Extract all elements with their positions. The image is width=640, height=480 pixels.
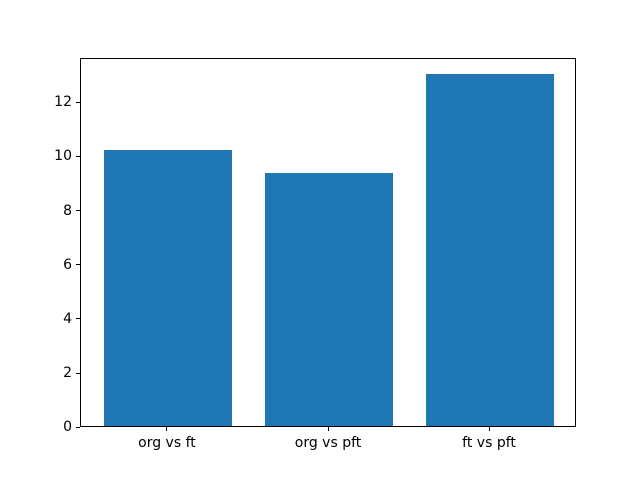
y-tick-label: 6 <box>63 256 72 273</box>
x-tick-label: org vs ft <box>138 435 196 452</box>
x-tick-mark <box>327 427 329 432</box>
x-tick-mark <box>166 427 168 432</box>
y-tick-mark <box>76 318 80 320</box>
y-tick-mark <box>76 101 80 103</box>
y-tick-label: 2 <box>63 365 72 382</box>
x-tick-label: org vs pft <box>294 435 362 452</box>
bar-org-vs-ft <box>103 150 233 427</box>
y-tick-mark <box>76 372 80 374</box>
y-tick-label: 4 <box>63 310 72 327</box>
bar-ft-vs-pft <box>425 74 555 427</box>
y-tick-label: 10 <box>54 148 72 165</box>
y-tick-label: 12 <box>54 94 72 111</box>
x-tick-label: ft vs pft <box>462 435 516 452</box>
x-tick-mark <box>488 427 490 432</box>
y-tick-label: 8 <box>63 202 72 219</box>
axes <box>80 57 576 428</box>
y-tick-label: 0 <box>63 419 72 436</box>
y-tick-mark <box>76 155 80 157</box>
y-tick-mark <box>76 210 80 212</box>
y-tick-mark <box>76 426 80 428</box>
bar-org-vs-pft <box>264 173 394 427</box>
y-tick-mark <box>76 264 80 266</box>
